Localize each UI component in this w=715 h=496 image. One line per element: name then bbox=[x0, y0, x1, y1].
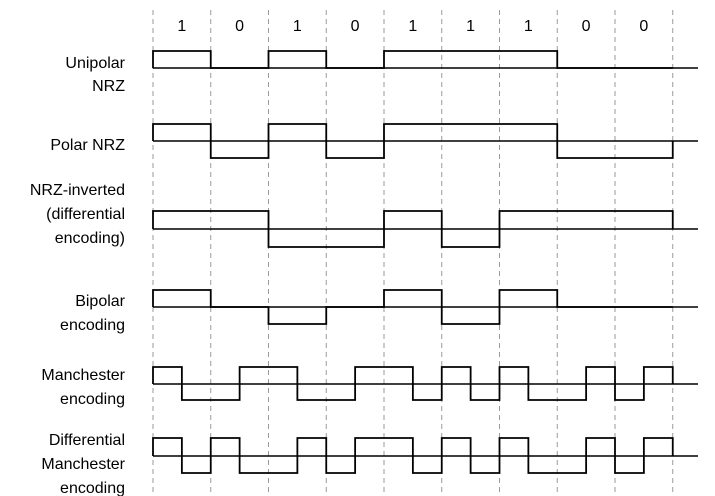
bit-boundary-gridlines bbox=[152, 10, 674, 492]
manchester-encoding-label: Manchester encoding bbox=[41, 367, 125, 408]
bit-label: 1 bbox=[466, 18, 475, 35]
bit-label: 0 bbox=[639, 18, 648, 35]
encoding-labels: Unipolar NRZ Polar NRZ NRZ-inverted (differe… bbox=[30, 55, 126, 496]
bit-label: 0 bbox=[235, 18, 244, 35]
row-label-line: encoding bbox=[60, 480, 125, 496]
row-label-line: NRZ-inverted bbox=[30, 182, 125, 199]
row-label-line: Manchester bbox=[41, 367, 125, 384]
polar-nrz-label: Polar NRZ bbox=[50, 137, 125, 154]
row-label-line: encoding bbox=[60, 391, 125, 408]
nrz-inverted-waveform bbox=[152, 210, 674, 248]
differential-manchester-encoding-label: Differential Manchester encoding bbox=[41, 432, 125, 496]
row-label-line: Differential bbox=[49, 432, 125, 449]
unipolar-nrz-waveform bbox=[152, 50, 673, 69]
bit-label: 0 bbox=[582, 18, 591, 35]
manchester-encoding-waveform bbox=[152, 366, 674, 401]
row-label-line: (differential bbox=[46, 206, 125, 223]
differential-manchester-encoding-waveform bbox=[152, 437, 674, 474]
bit-label: 0 bbox=[351, 18, 360, 35]
polar-nrz-waveform bbox=[152, 123, 674, 159]
row-label-line: Manchester bbox=[41, 456, 125, 473]
row-label-line: Unipolar bbox=[65, 55, 125, 72]
row-label-line: encoding) bbox=[55, 230, 125, 247]
row-label-line: encoding bbox=[60, 317, 125, 334]
nrz-inverted-label: NRZ-inverted (differential encoding) bbox=[30, 182, 125, 247]
bipolar-encoding-waveform bbox=[152, 289, 673, 325]
bit-sequence-header: 1 0 1 0 1 1 1 0 0 bbox=[177, 18, 648, 35]
row-label-line: Bipolar bbox=[75, 293, 125, 310]
encoding-waveforms bbox=[152, 50, 698, 474]
bit-label: 1 bbox=[293, 18, 302, 35]
bipolar-encoding-label: Bipolar encoding bbox=[60, 293, 126, 334]
bit-label: 1 bbox=[524, 18, 533, 35]
bit-label: 1 bbox=[408, 18, 417, 35]
row-label-line: Polar NRZ bbox=[50, 137, 125, 154]
bit-label: 1 bbox=[177, 18, 186, 35]
unipolar-nrz-label: Unipolar NRZ bbox=[65, 55, 125, 95]
row-label-line: NRZ bbox=[92, 78, 125, 95]
